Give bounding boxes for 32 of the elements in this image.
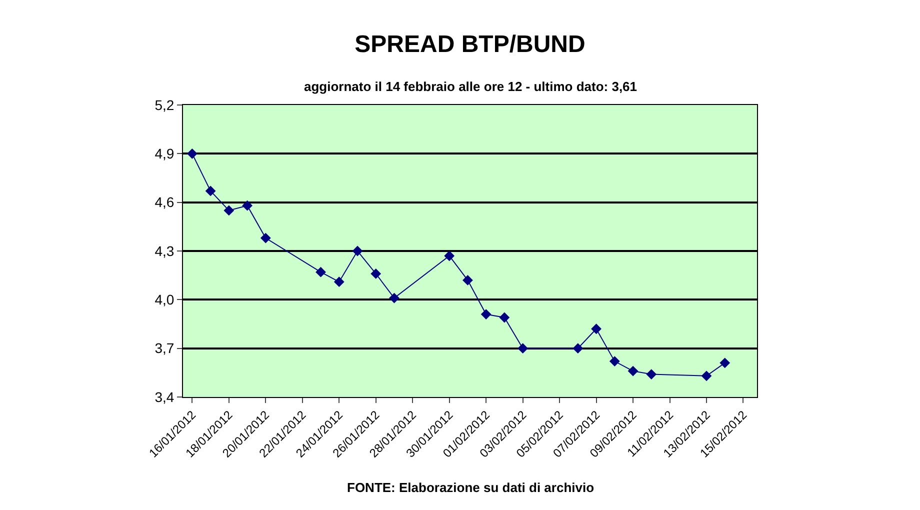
y-tick-label: 3,4 [154, 388, 174, 405]
point [518, 343, 528, 354]
chart-title: SPREAD BTP/BUND [354, 30, 586, 58]
point [646, 369, 657, 380]
point [316, 266, 326, 278]
y-tick-label: 5,2 [154, 96, 174, 113]
source-note: FONTE: Elaborazione su dati di archivio [347, 480, 594, 495]
point [720, 358, 730, 368]
y-tick-label: 4,9 [154, 146, 174, 162]
point [224, 205, 234, 216]
point [334, 276, 344, 288]
point [609, 356, 620, 367]
point [628, 366, 638, 376]
y-tick-label: 4,0 [154, 292, 174, 308]
point [352, 246, 363, 256]
y-tick-label: 4,6 [154, 194, 174, 210]
y-tick-label: 3,7 [154, 340, 174, 356]
point [260, 232, 271, 244]
point [462, 275, 473, 286]
point [205, 186, 216, 196]
point [701, 370, 712, 382]
point [186, 148, 198, 159]
y-tick-label: 4,3 [154, 242, 174, 259]
point [499, 312, 510, 323]
point [591, 324, 602, 334]
point [389, 292, 400, 304]
point [444, 250, 455, 262]
point [370, 268, 382, 279]
point [572, 343, 584, 354]
chart-subtitle: aggiornato il 14 febbraio alle ore 12 - ultimo dato: 3,61 [304, 79, 638, 94]
point [242, 200, 252, 211]
point [480, 309, 492, 320]
